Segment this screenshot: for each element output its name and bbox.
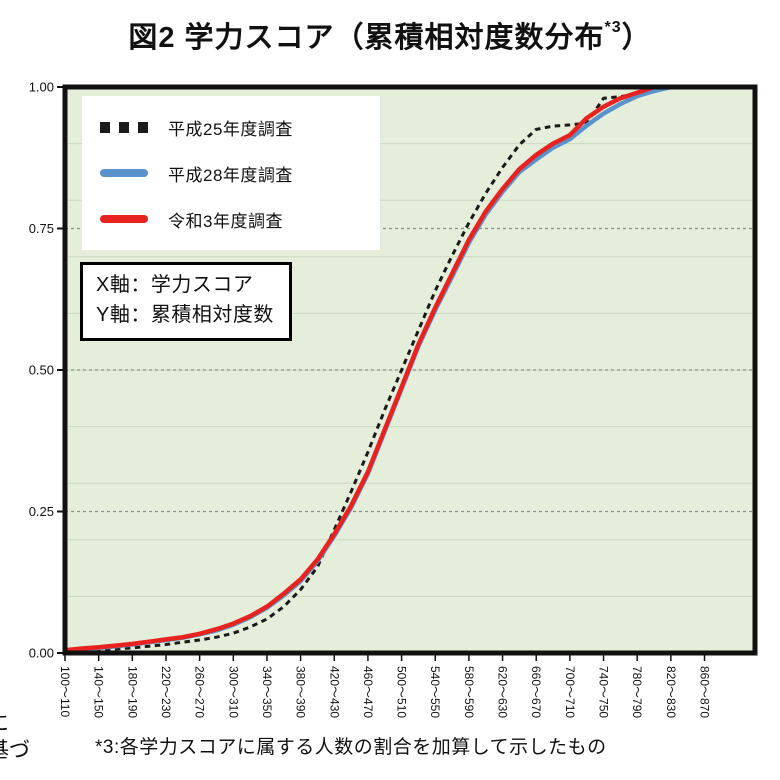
clipped-left-text-line1: に [0, 710, 30, 737]
chart-legend: 平成25年度調査 平成28年度調査 令和3年度調査 [82, 96, 380, 250]
x-axis-label: 540～550 [428, 666, 442, 718]
x-axis-label: 380～390 [294, 666, 308, 718]
figure-title: 図2 学力スコア（累積相対度数分布*3） [0, 14, 780, 56]
x-axis-label: 820～830 [664, 666, 678, 718]
y-axis-label: 0.75 [29, 221, 54, 236]
x-axis-label: 140～150 [92, 666, 106, 718]
legend-item-label: 令和3年度調査 [168, 211, 283, 231]
figure-title-superscript: *3 [604, 19, 622, 37]
plot-border [62, 84, 758, 656]
legend-item-label: 平成25年度調査 [168, 119, 293, 139]
series-line-0 [64, 85, 755, 654]
x-axis-label: 260～270 [193, 666, 207, 718]
legend-item-h28: 平成28年度調査 [100, 161, 380, 186]
x-axis-label: 460～470 [361, 666, 375, 718]
legend-item-r3: 令和3年度調査 [100, 207, 380, 232]
x-axis-label: 700～710 [563, 666, 577, 718]
y-axis-label: 0.00 [29, 646, 54, 661]
axis-note-x: X軸：学力スコア [96, 274, 254, 296]
blue-line-marker-icon [100, 169, 148, 177]
dotted-line-marker-icon [100, 121, 148, 133]
clipped-left-text: に 基づ [0, 710, 30, 765]
x-axis-label: 780～790 [630, 666, 644, 718]
y-axis-label: 0.25 [29, 504, 54, 519]
x-axis-label: 620～630 [496, 666, 510, 718]
x-axis-label: 580～590 [462, 666, 476, 718]
footnote: *3:各学力スコアに属する人数の割合を加算して示したもの [95, 737, 607, 758]
figure-title-closing: ） [621, 22, 652, 54]
x-axis-label: 220～230 [159, 666, 173, 718]
legend-item-h25: 平成25年度調査 [100, 115, 380, 140]
figure-title-text: 図2 学力スコア（累積相対度数分布 [128, 22, 605, 54]
x-axis-label: 500～510 [395, 666, 409, 718]
legend-item-label: 平成28年度調査 [168, 165, 293, 185]
x-axis-label: 300～310 [226, 666, 240, 718]
series-line-2 [62, 84, 758, 653]
x-axis-label: 340～350 [260, 666, 274, 718]
axis-note-box: X軸：学力スコア Y軸：累積相対度数 [80, 262, 292, 341]
x-axis-label: 100～110 [58, 666, 72, 717]
x-axis-label: 860～870 [698, 666, 712, 718]
y-axis-label: 1.00 [29, 80, 54, 95]
x-axis-label: 660～670 [529, 666, 543, 718]
y-axis-label: 0.50 [29, 363, 54, 378]
clipped-left-text-line2: 基づ [0, 739, 30, 763]
x-axis-label: 740～750 [597, 666, 611, 718]
x-axis-label: 180～190 [125, 666, 139, 718]
axis-note-y: Y軸：累積相対度数 [96, 304, 274, 326]
x-axis-label: 420～430 [327, 666, 341, 718]
red-line-marker-icon [100, 215, 148, 223]
